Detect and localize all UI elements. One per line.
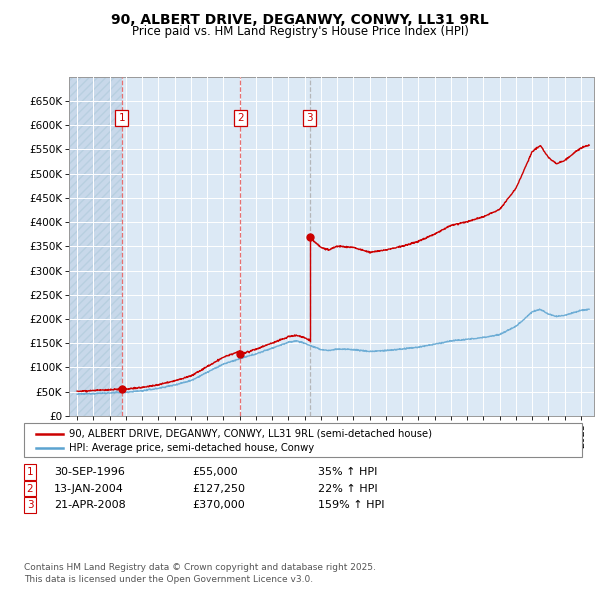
Text: 13-JAN-2004: 13-JAN-2004 <box>54 484 124 493</box>
Text: 90, ALBERT DRIVE, DEGANWY, CONWY, LL31 9RL (semi-detached house): 90, ALBERT DRIVE, DEGANWY, CONWY, LL31 9… <box>69 429 432 438</box>
Text: 2: 2 <box>26 484 34 493</box>
Text: 90, ALBERT DRIVE, DEGANWY, CONWY, LL31 9RL: 90, ALBERT DRIVE, DEGANWY, CONWY, LL31 9… <box>111 13 489 27</box>
Text: Contains HM Land Registry data © Crown copyright and database right 2025.
This d: Contains HM Land Registry data © Crown c… <box>24 563 376 584</box>
Bar <box>69 77 122 416</box>
Text: 3: 3 <box>306 113 313 123</box>
Text: 22% ↑ HPI: 22% ↑ HPI <box>318 484 377 493</box>
Text: Price paid vs. HM Land Registry's House Price Index (HPI): Price paid vs. HM Land Registry's House … <box>131 25 469 38</box>
Text: 21-APR-2008: 21-APR-2008 <box>54 500 126 510</box>
Text: £127,250: £127,250 <box>192 484 245 493</box>
Text: 3: 3 <box>26 500 34 510</box>
Text: £55,000: £55,000 <box>192 467 238 477</box>
Text: £370,000: £370,000 <box>192 500 245 510</box>
Bar <box>69 77 122 416</box>
Text: 2: 2 <box>237 113 244 123</box>
Text: 159% ↑ HPI: 159% ↑ HPI <box>318 500 385 510</box>
Text: HPI: Average price, semi-detached house, Conwy: HPI: Average price, semi-detached house,… <box>69 444 314 453</box>
Text: 1: 1 <box>119 113 125 123</box>
Text: 1: 1 <box>26 467 34 477</box>
Text: 30-SEP-1996: 30-SEP-1996 <box>54 467 125 477</box>
Text: 35% ↑ HPI: 35% ↑ HPI <box>318 467 377 477</box>
